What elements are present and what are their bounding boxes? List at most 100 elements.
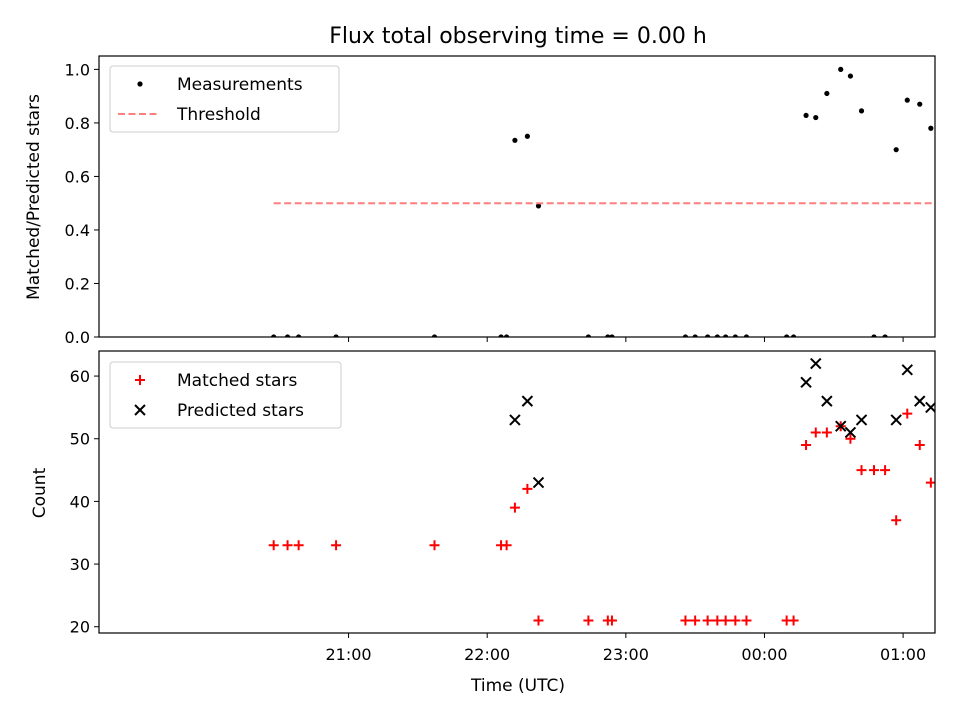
matched-stars-point: Matched stars: 33: [501, 540, 512, 551]
matched-stars-point: Matched stars: 21: [741, 615, 752, 626]
measurements-point: Measurements: 0: [605, 334, 611, 337]
predicted-stars-point: Predicted stars: 61: [901, 364, 913, 376]
predicted-stars-point: Predicted stars: 55: [925, 401, 935, 414]
matched-stars-point: Matched stars: 21: [702, 615, 713, 626]
matched-stars-point: Matched stars: 54: [902, 408, 913, 419]
measurements-point: Measurements: 0: [333, 334, 339, 337]
measurements-point: Measurements: 0: [498, 334, 504, 337]
measurements-point: Measurements: 0: [784, 334, 790, 337]
legend: Matched stars Predicted stars: [109, 361, 342, 429]
matched-stars-point: Matched stars: 33: [282, 540, 293, 551]
matched-stars-point: Matched stars: 21: [606, 615, 617, 626]
y-tick-label: 0.4: [65, 221, 90, 240]
legend-label-matched-stars: Matched stars: [177, 371, 297, 391]
y-tick-label: 50: [70, 430, 90, 449]
measurements-point: Measurements: 0.75: [524, 133, 530, 139]
x-tick-label: 23:00: [603, 645, 649, 664]
measurements-point: Measurements: 0.885: [904, 97, 910, 103]
legend: Measurements Threshold: [109, 65, 340, 133]
predicted-stars-point: Predicted stars: 51: [844, 426, 857, 439]
measurements-point: Measurements: 0: [585, 334, 591, 337]
predicted-stars-point: Predicted stars: 53: [855, 414, 868, 426]
y-tick-label: 60: [70, 367, 90, 386]
axes-frame: [98, 350, 936, 634]
legend-marker-matched-stars: [135, 375, 145, 385]
predicted-stars-point: Predicted stars: 56: [914, 395, 926, 407]
matched-stars-point: Matched stars: 51: [821, 427, 832, 438]
matched-stars-point: Matched stars: 37: [891, 515, 902, 526]
y-tick-label: 0.6: [65, 167, 90, 186]
y-axis-label-ratio: Matched/Predicted stars: [24, 94, 44, 300]
matched-stars-point: Matched stars: 21: [788, 615, 799, 626]
measurements-point: Measurements: 0: [743, 334, 750, 337]
matched-stars-point: Matched stars: 39: [509, 502, 520, 513]
measurements-point: Measurements: 0: [692, 334, 698, 337]
predicted-stars-point: Predicted stars: 53: [509, 414, 521, 426]
matched-stars-point: Matched stars: 43: [925, 477, 935, 488]
legend-box: [109, 65, 340, 133]
measurements-point: Measurements: 0.87: [917, 101, 923, 107]
x-tick-label: 21:00: [325, 645, 371, 664]
matched-stars-point: Matched stars: 51: [810, 427, 821, 438]
matched-stars-point: Matched stars: 42: [522, 483, 533, 494]
predicted-stars-point: Predicted stars: 56: [521, 395, 534, 407]
measurements-point: Measurements: 0.78: [928, 125, 934, 131]
matched-stars-point: Matched stars: 21: [720, 615, 731, 626]
y-tick-label: 0.8: [65, 114, 90, 133]
y-tick-label: 20: [70, 618, 90, 637]
measurements-point: Measurements: 0: [271, 334, 277, 337]
matched-stars-point: Matched stars: 50: [845, 433, 856, 444]
measurements-point: Measurements: 0.845: [858, 108, 865, 114]
predicted-stars-point: Predicted stars: 59: [800, 376, 812, 389]
measurements-point: Measurements: 0.49: [535, 203, 542, 209]
measurements-point: Measurements: 0: [882, 334, 888, 337]
panel-count: 20 30 40 50 60 21:00 22:00 23:00 00:00 01:00 Match…: [70, 350, 936, 664]
measurements-point: Measurements: 0: [871, 334, 877, 337]
measurements-point: Measurements: 1: [838, 66, 844, 72]
legend-marker-predicted-stars: [134, 404, 146, 416]
matched-stars-point: Matched stars: 21: [690, 615, 701, 626]
matched-stars-point: Matched stars: 33: [331, 540, 342, 551]
measurements-point: Measurements: 0: [714, 334, 720, 337]
axes-frame: [98, 55, 936, 338]
matched-stars-point: Matched stars: 21: [730, 615, 741, 626]
x-tick-label: 00:00: [741, 645, 787, 664]
legend-marker-measurements: [137, 81, 143, 87]
y-tick-label: 1.0: [65, 60, 90, 79]
x-tick-label: 01:00: [880, 645, 926, 664]
legend-label-measurements: Measurements: [177, 75, 303, 95]
measurements-point: Measurements: 0.7: [893, 147, 899, 153]
predicted-stars-point: Predicted stars: 53: [890, 414, 902, 426]
legend-box: [109, 361, 342, 429]
y-tick-label: 40: [70, 492, 90, 511]
measurements-point: Measurements: 0: [504, 334, 510, 337]
matched-stars-point: Matched stars: 33: [268, 540, 279, 551]
measurements-point: Measurements: 0: [682, 334, 689, 337]
matched-stars-point: Matched stars: 49: [801, 440, 812, 450]
predicted-stars-point: Predicted stars: 56: [821, 395, 833, 407]
measurements-point: Measurements: 0: [723, 334, 729, 337]
measurements-point: Measurements: 0.735: [512, 137, 518, 143]
legend-label-predicted-stars: Predicted stars: [177, 401, 304, 421]
x-tick-label: 22:00: [464, 645, 510, 664]
legend-label-threshold: Threshold: [176, 105, 261, 125]
series-group: Matched stars: 33Matched stars: 33Matche…: [268, 357, 935, 626]
measurements-point: Measurements: 0: [431, 334, 438, 337]
measurements-point: Measurements: 0.82: [813, 114, 819, 121]
chart-title: Flux total observing time = 0.00 h: [329, 24, 707, 49]
matched-stars-point: Matched stars: 21: [680, 615, 691, 626]
predicted-stars-point: Predicted stars: 43: [532, 476, 545, 489]
matched-stars-point: Matched stars: 33: [429, 540, 440, 551]
predicted-stars-point: Predicted stars: 52: [835, 420, 847, 432]
matched-stars-point: Matched stars: 21: [533, 615, 544, 626]
y-axis-label-count: Count: [30, 467, 50, 518]
matched-stars-point: Matched stars: 45: [868, 465, 879, 476]
measurements-point: Measurements: 0.975: [847, 73, 854, 79]
measurements-point: Measurements: 0: [705, 334, 711, 337]
matched-stars-point: Matched stars: 49: [914, 440, 925, 450]
matched-stars-point: Matched stars: 33: [293, 540, 304, 551]
